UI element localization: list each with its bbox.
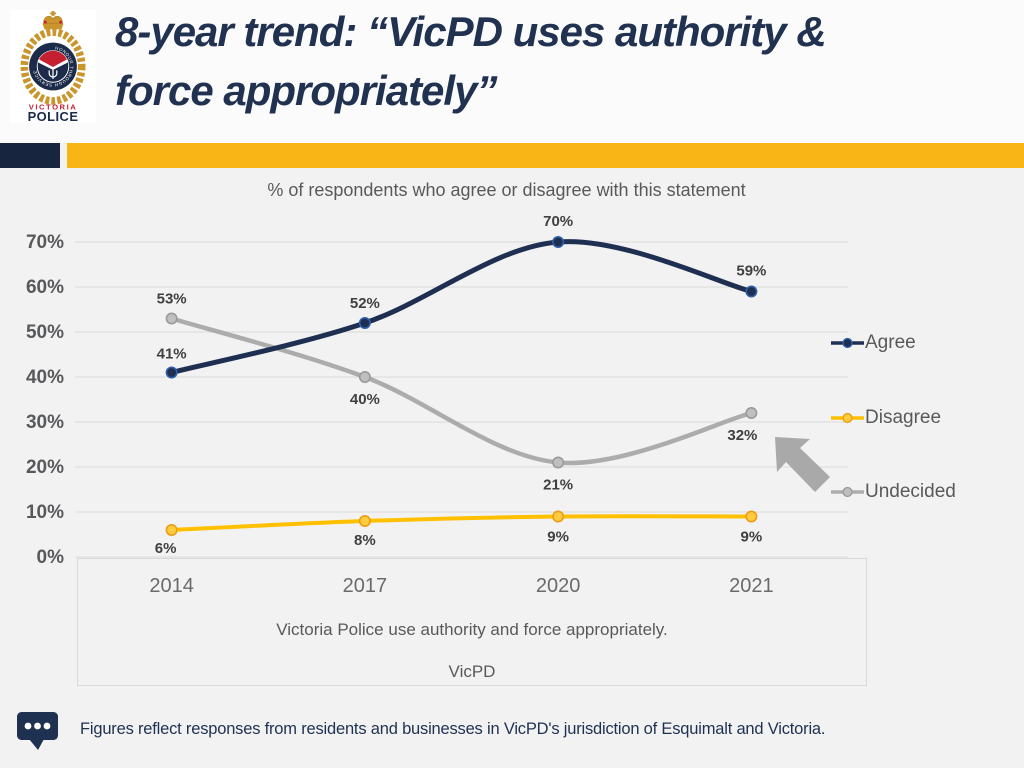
data-label-agree-2020: 70% [543,213,573,230]
speech-bubble-icon [17,712,58,750]
data-point-undecided-2017 [358,370,371,383]
data-label-undecided-2021: 32% [727,427,757,444]
data-label-agree-2021: 59% [736,262,766,279]
data-label-agree-2014: 41% [157,345,187,362]
x-axis-label: 2020 [536,575,581,597]
legend-marker-disagree [831,412,864,424]
y-axis-tick: 20% [26,457,64,478]
data-label-agree-2017: 52% [350,295,380,312]
data-point-undecided-2021 [745,406,758,419]
legend-item-agree: Agree [831,331,916,355]
data-label-disagree-2021: 9% [741,528,763,545]
axis-source-label: VicPD [448,662,496,681]
data-label-disagree-2020: 9% [547,528,569,545]
data-label-disagree-2014: 6% [155,540,177,557]
x-axis-label: 2014 [149,575,194,597]
data-point-disagree-2014 [165,523,178,536]
x-axis-label: 2021 [729,575,774,597]
accent-bar-navy [0,143,60,168]
slide-title-line1: 8-year trend: “VicPD uses authority & [115,8,827,55]
legend-item-undecided: Undecided [831,480,956,504]
legend-marker-agree [831,337,864,349]
slide-title: 8-year trend: “VicPD uses authority & for… [115,2,1015,120]
category-axis-box [77,558,867,686]
y-axis-tick: 40% [26,367,64,388]
legend-label-agree: Agree [865,332,916,353]
series-line-agree [169,239,754,375]
header: HONOUR THROUGH SERVICE VICTORIA POLICE 8… [0,0,1024,143]
laurel-wreath [20,28,86,105]
logo-text-police: POLICE [28,109,79,123]
chart-title: % of respondents who agree or disagree w… [267,180,746,200]
badge-crest [36,50,70,83]
y-axis-tick: 30% [26,412,64,433]
data-point-agree-2021 [745,285,758,298]
victoria-police-logo: HONOUR THROUGH SERVICE VICTORIA POLICE [10,10,96,124]
legend-item-disagree: Disagree [831,406,941,430]
slide-title-line2: force appropriately” [115,67,497,114]
y-axis-tick: 50% [26,322,64,343]
data-label-undecided-2020: 21% [543,476,573,493]
y-axis-tick: 60% [26,277,64,298]
data-point-undecided-2014 [165,312,178,325]
x-axis-label: 2017 [343,575,388,597]
footer: Figures reflect responses from residents… [16,711,825,751]
data-point-agree-2014 [165,366,178,379]
y-axis-tick: 0% [37,547,65,568]
accent-bar-gold [67,143,1024,168]
police-badge-icon: HONOUR THROUGH SERVICE VICTORIA POLICE [20,11,86,124]
data-point-undecided-2020 [552,456,565,469]
axis-statement-label: Victoria Police use authority and force … [276,620,668,639]
crown-icon [42,11,64,30]
legend-label-disagree: Disagree [865,407,942,428]
legend-label-undecided: Undecided [865,481,956,502]
y-axis-tick: 10% [26,502,64,523]
data-label-disagree-2017: 8% [354,532,376,549]
data-point-agree-2017 [358,316,371,329]
legend-marker-undecided [831,486,864,498]
y-axis-tick: 70% [26,232,64,253]
data-point-disagree-2017 [358,514,371,527]
data-label-undecided-2017: 40% [350,391,380,408]
data-point-agree-2020 [552,236,565,249]
series-line-undecided [169,316,754,466]
series-line-disagree [169,514,754,532]
data-point-disagree-2021 [745,510,758,523]
footer-note: Figures reflect responses from residents… [80,720,826,738]
data-label-undecided-2014: 53% [157,290,187,307]
data-point-disagree-2020 [552,510,565,523]
logo-text-victoria: VICTORIA [29,103,78,112]
